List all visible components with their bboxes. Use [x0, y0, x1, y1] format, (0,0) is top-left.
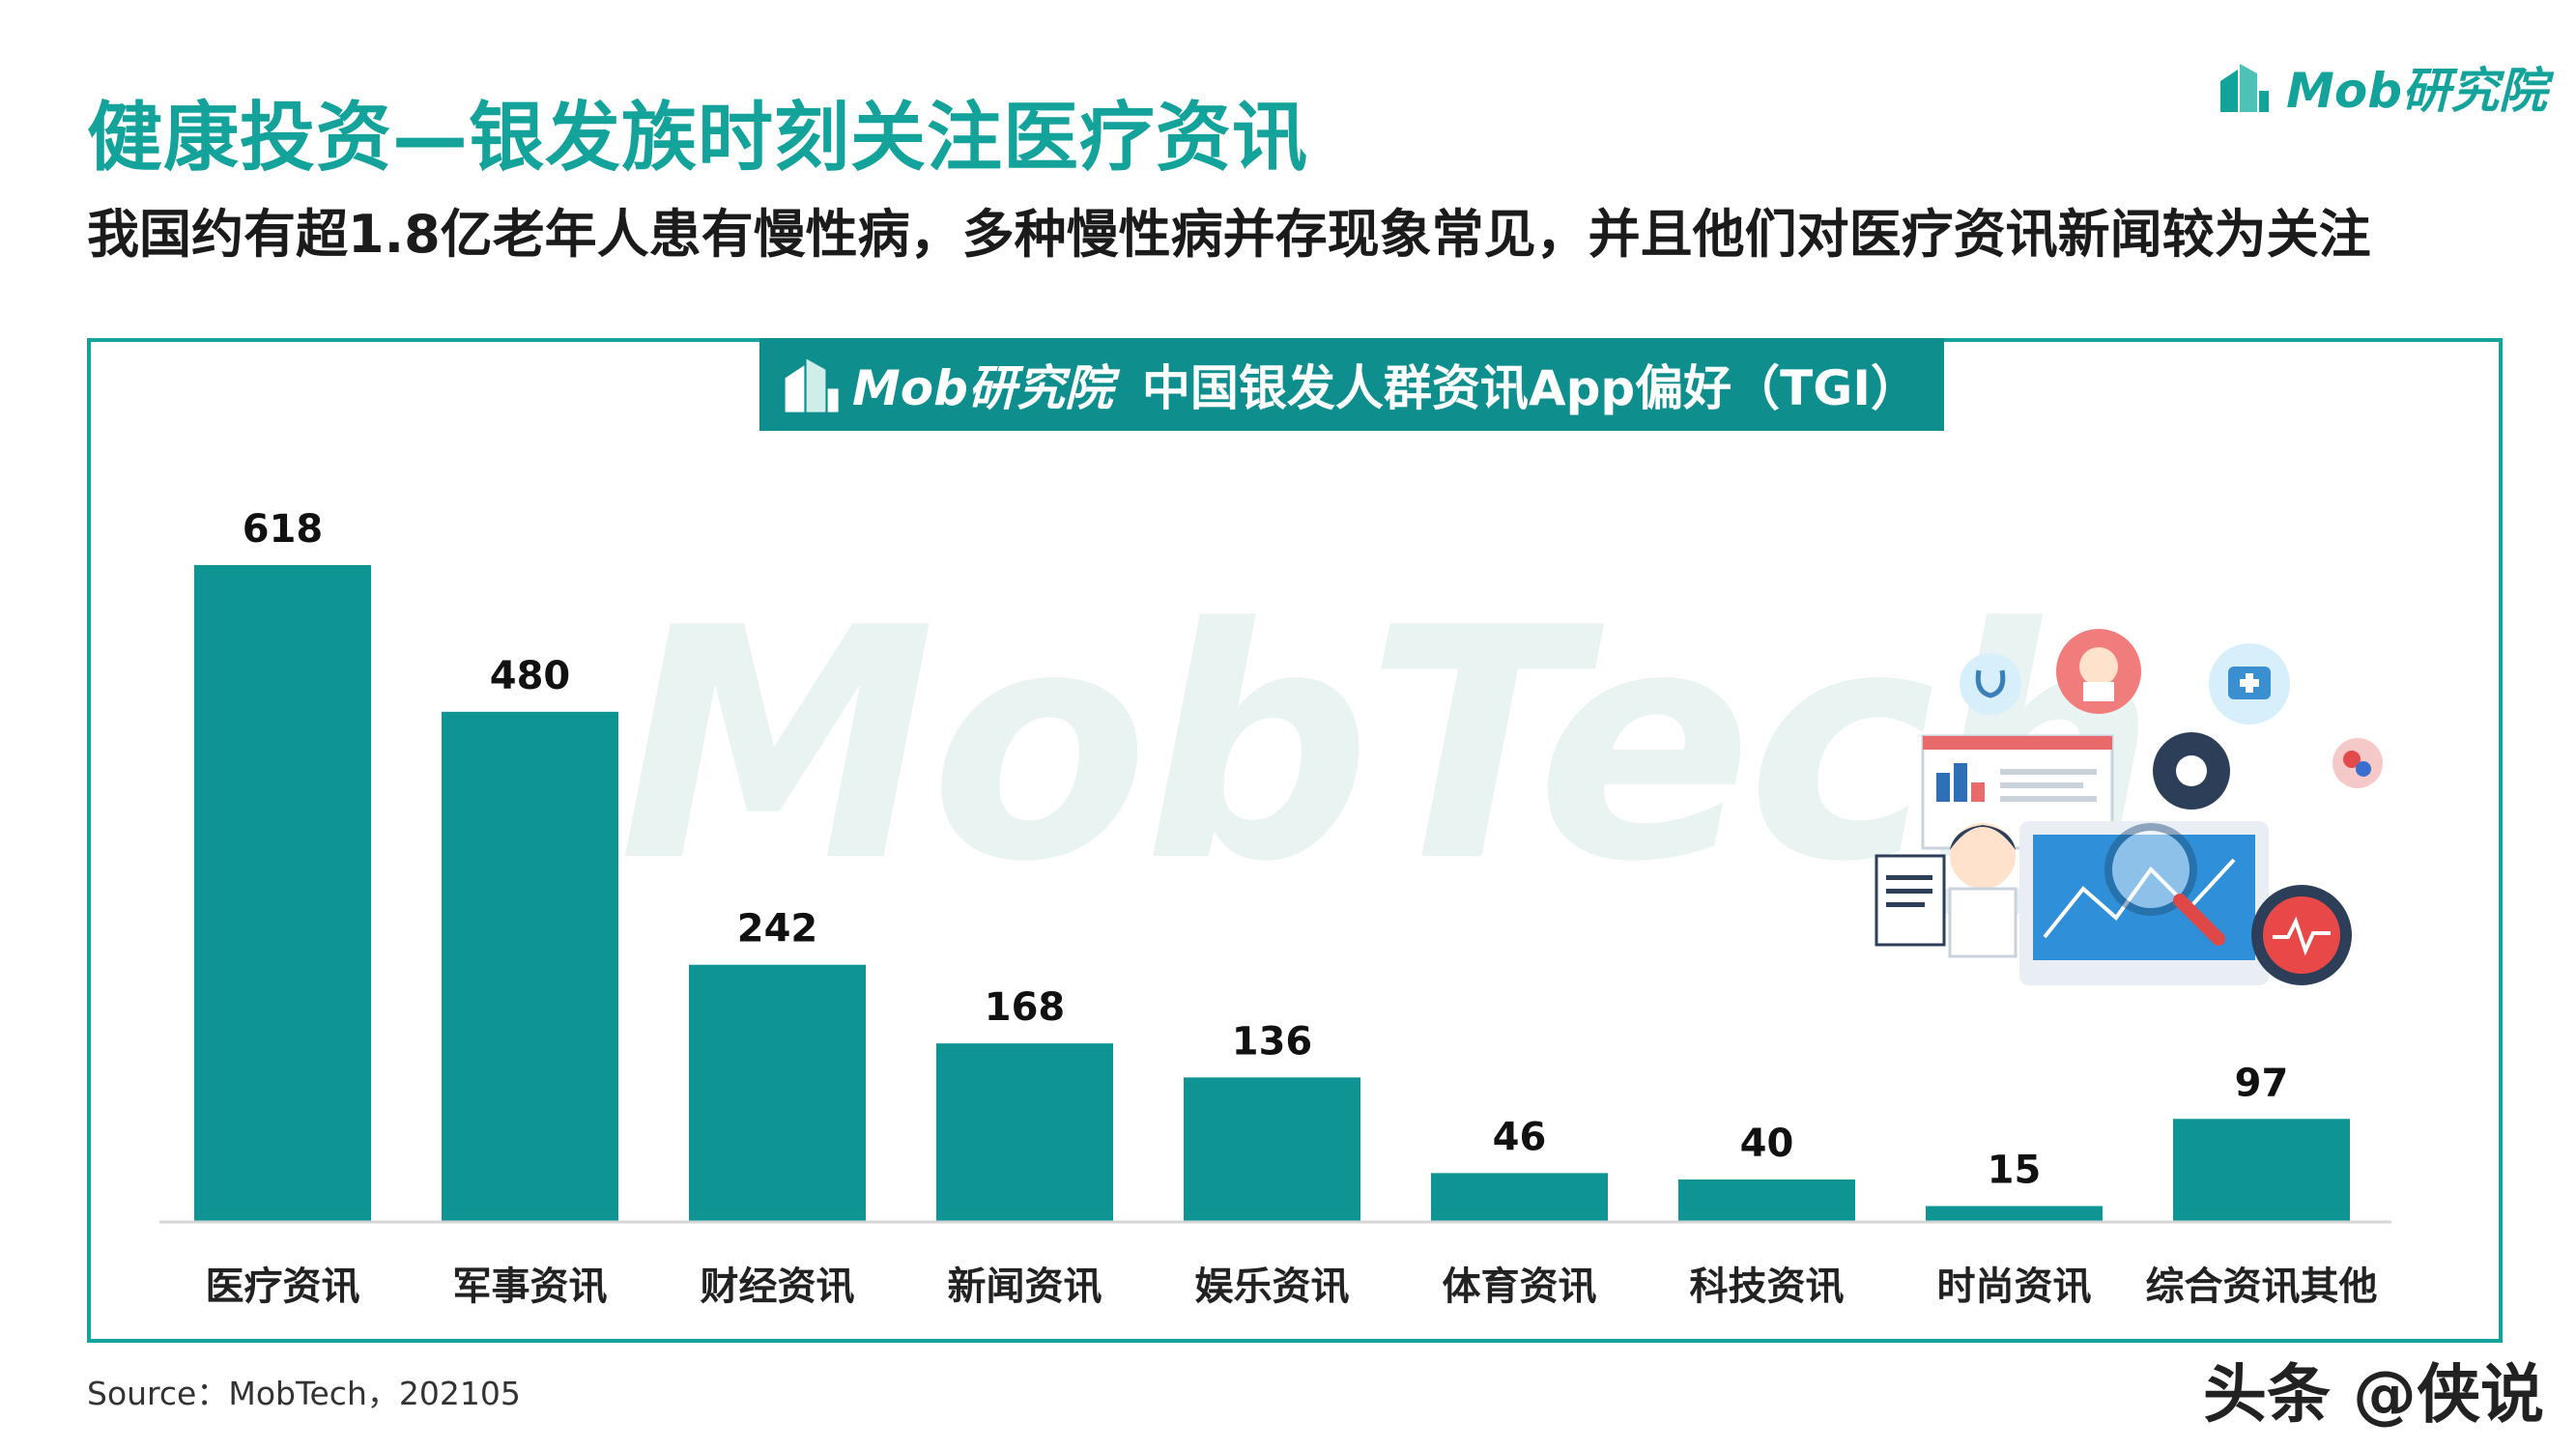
chart-header-brand: Mob研究院	[779, 350, 1113, 419]
building-logo-icon	[785, 358, 839, 412]
medical-illustration	[1875, 629, 2383, 985]
bar	[442, 711, 618, 1222]
bar	[194, 565, 371, 1222]
bar	[1926, 1206, 2103, 1222]
category-label: 军事资讯	[453, 1264, 608, 1309]
bar-value-label: 46	[1493, 1115, 1547, 1159]
page-title: 健康投资—银发族时刻关注医疗资讯	[87, 95, 1309, 182]
source-note: Source：MobTech，202105	[87, 1375, 521, 1412]
bar-value-label: 15	[1988, 1148, 2042, 1192]
chart-header: Mob研究院 中国银发人群资讯App偏好（TGI）	[759, 338, 1944, 431]
bar	[2173, 1119, 2350, 1222]
bar-value-label: 40	[1740, 1122, 1794, 1166]
category-label: 财经资讯	[701, 1264, 855, 1309]
category-label: 新闻资讯	[948, 1264, 1102, 1309]
bar	[1184, 1077, 1360, 1222]
page-subtitle: 我国约有超1.8亿老年人患有慢性病，多种慢性病并存现象常见，并且他们对医疗资讯新…	[87, 204, 2371, 265]
bar-value-label: 97	[2235, 1061, 2289, 1105]
chart-title: 中国银发人群资讯App偏好（TGI）	[1141, 360, 1919, 416]
category-label: 体育资讯	[1443, 1264, 1597, 1309]
category-label: 医疗资讯	[206, 1264, 360, 1309]
bar-value-label: 136	[1232, 1019, 1313, 1064]
brand-logo-text: Mob研究院	[2286, 63, 2547, 119]
brand-logo: Mob研究院	[2215, 48, 2547, 126]
bar	[936, 1043, 1113, 1222]
bar-value-label: 480	[490, 654, 571, 698]
bar-value-label: 242	[737, 907, 818, 952]
category-label: 娱乐资讯	[1195, 1264, 1350, 1309]
chart-header-brand-text: Mob研究院	[852, 360, 1113, 416]
bar	[689, 964, 866, 1222]
bar	[1678, 1179, 1855, 1222]
bar-value-label: 168	[985, 985, 1066, 1030]
building-logo-icon	[2220, 64, 2270, 112]
category-label: 综合资讯其他	[2146, 1264, 2378, 1309]
bar-value-label: 618	[243, 507, 324, 552]
category-label: 科技资讯	[1690, 1264, 1845, 1309]
category-label: 时尚资讯	[1937, 1264, 2092, 1309]
bar	[1431, 1173, 1608, 1222]
overlay-watermark: 头条 @侠说	[2203, 1357, 2544, 1432]
